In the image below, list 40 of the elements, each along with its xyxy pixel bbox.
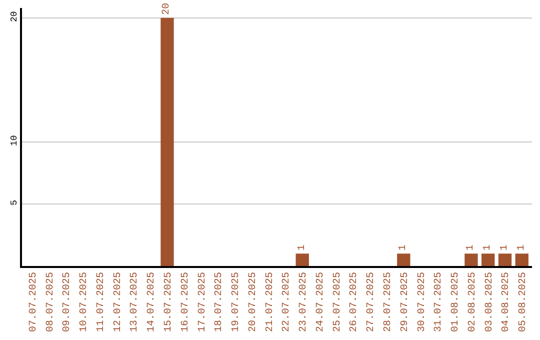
x-tick-label: 12.07.2025 (112, 272, 124, 332)
x-tick-label: 25.07.2025 (332, 272, 344, 332)
x-tick-label: 26.07.2025 (349, 272, 360, 332)
x-tick-label: 02.08.2025 (467, 272, 478, 332)
x-tick-label: 07.07.2025 (28, 272, 40, 332)
y-tick-label: 10 (9, 135, 20, 146)
x-tick-label: 24.07.2025 (315, 272, 326, 332)
x-tick-label: 14.07.2025 (146, 272, 158, 332)
x-tick-label: 13.07.2025 (130, 272, 141, 332)
x-tick-label: 15.07.2025 (163, 272, 174, 332)
x-tick-label: 23.07.2025 (298, 272, 310, 332)
x-tick-label: 20.07.2025 (248, 272, 259, 332)
x-tick-label: 10.07.2025 (79, 272, 90, 332)
x-tick-label: 09.07.2025 (62, 272, 74, 332)
x-tick-label: 19.07.2025 (231, 272, 242, 332)
x-tick-label: 28.07.2025 (383, 272, 394, 332)
data-label: 1 (398, 244, 410, 251)
x-tick-label: 05.08.2025 (518, 272, 530, 332)
x-tick-label: 29.07.2025 (400, 272, 411, 332)
data-label: 1 (516, 244, 528, 251)
x-tick-label: 03.08.2025 (484, 272, 496, 332)
x-tick-label: 17.07.2025 (197, 272, 208, 332)
x-tick-label: 31.07.2025 (434, 272, 445, 332)
x-tick-label: 27.07.2025 (366, 272, 378, 332)
data-label: 20 (162, 2, 173, 15)
data-label: 1 (296, 244, 308, 251)
x-tick-label: 16.07.2025 (180, 272, 192, 332)
x-tick-label: 18.07.2025 (214, 272, 226, 332)
data-label: 1 (482, 244, 494, 251)
data-label: 1 (466, 244, 477, 251)
x-tick-label: 04.08.2025 (501, 272, 512, 332)
data-label: 1 (499, 244, 510, 251)
x-tick-label: 08.07.2025 (45, 272, 56, 332)
x-tick-label: 22.07.2025 (282, 272, 293, 332)
y-tick-label: 5 (9, 200, 20, 206)
x-tick-label: 21.07.2025 (264, 272, 276, 332)
x-tick-label: 30.07.2025 (416, 272, 428, 332)
x-tick-label: 01.08.2025 (450, 272, 462, 332)
y-tick-label: 20 (9, 11, 20, 22)
x-tick-label: 11.07.2025 (96, 272, 107, 332)
